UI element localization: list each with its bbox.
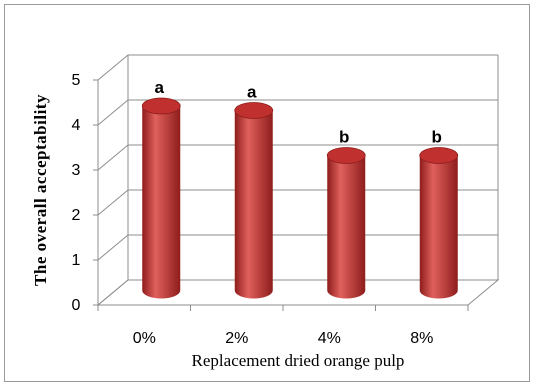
bar-top [234, 102, 274, 119]
bar [326, 147, 366, 299]
floor [96, 279, 500, 306]
bar-top [326, 147, 366, 164]
bar-body [142, 106, 181, 299]
x-tick-label: 8% [410, 330, 433, 347]
bar-top [141, 97, 181, 115]
y-tick-label: 3 [72, 162, 81, 179]
y-tick-label: 4 [72, 117, 81, 134]
data-label: a [247, 83, 257, 102]
y-axis-title: The overall acceptability [31, 94, 50, 286]
y-tick-label: 1 [72, 252, 81, 269]
x-tick-label: 0% [133, 330, 156, 347]
bar-top [419, 147, 459, 164]
bar-body [327, 155, 366, 299]
data-label: b [339, 128, 349, 147]
bar-body [419, 155, 458, 299]
side-wall-line [97, 234, 129, 261]
side-wall-line [97, 54, 129, 81]
x-tick-label: 2% [225, 330, 248, 347]
side-wall-line [97, 99, 129, 126]
chart-frame [4, 4, 530, 382]
data-label: b [432, 128, 442, 147]
bar [234, 102, 274, 299]
bars [141, 97, 459, 299]
data-label: a [155, 78, 165, 97]
bar [141, 97, 181, 299]
x-axis-title: Replacement dried orange pulp [192, 351, 405, 370]
data-labels: a a b b [155, 78, 442, 147]
side-wall-line [97, 144, 129, 171]
y-tick-label: 0 [72, 297, 81, 314]
x-tick-label: 4% [318, 330, 341, 347]
y-tick-label: 5 [72, 72, 81, 89]
bar-body [234, 110, 273, 299]
axes: 0 1 2 3 4 5 0% 2% 4% 8% [72, 55, 500, 347]
side-wall-line [97, 189, 129, 216]
y-tick-label: 2 [72, 207, 81, 224]
bar [419, 147, 459, 299]
